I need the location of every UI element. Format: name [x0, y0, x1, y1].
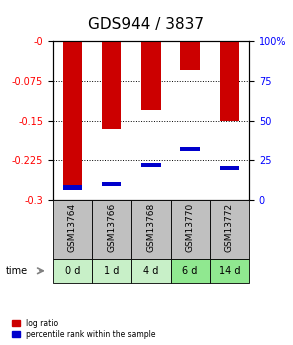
Bar: [102, 182, 121, 186]
Bar: [220, 166, 239, 170]
Bar: [102, 41, 121, 129]
Legend: log ratio, percentile rank within the sample: log ratio, percentile rank within the sa…: [10, 316, 158, 341]
Text: 1 d: 1 d: [104, 266, 119, 276]
Text: 4 d: 4 d: [143, 266, 159, 276]
Text: 6 d: 6 d: [183, 266, 198, 276]
Text: GSM13766: GSM13766: [107, 203, 116, 252]
Text: GSM13772: GSM13772: [225, 203, 234, 252]
Text: 0 d: 0 d: [65, 266, 80, 276]
Text: GSM13764: GSM13764: [68, 203, 77, 252]
Text: GDS944 / 3837: GDS944 / 3837: [88, 17, 205, 32]
Bar: [63, 41, 82, 185]
Bar: [63, 185, 82, 189]
Bar: [180, 41, 200, 70]
Bar: [220, 41, 239, 121]
Bar: [141, 163, 161, 167]
Text: GSM13768: GSM13768: [146, 203, 155, 252]
Text: time: time: [6, 266, 28, 276]
Bar: [180, 147, 200, 151]
Text: 14 d: 14 d: [219, 266, 240, 276]
Text: GSM13770: GSM13770: [186, 203, 195, 252]
Bar: [141, 41, 161, 110]
